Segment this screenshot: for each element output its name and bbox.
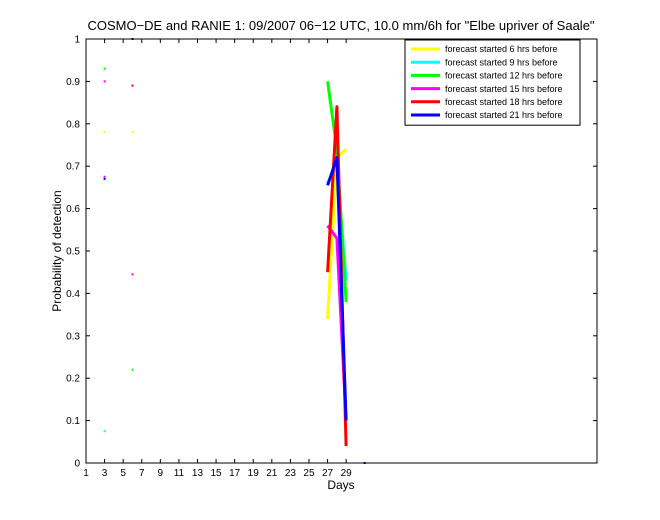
data-layer	[103, 38, 366, 464]
series-point-1-2	[131, 131, 134, 134]
series-point-4-2	[103, 175, 106, 178]
y-tick-label: 0.7	[66, 162, 80, 173]
x-tick-label: 27	[322, 468, 334, 479]
y-tick-label: 0	[74, 459, 80, 470]
series-line-6	[326, 156, 348, 421]
x-tick-label: 1	[83, 468, 89, 479]
y-tick-label: 0.6	[66, 204, 80, 215]
x-tick-label: 21	[266, 468, 278, 479]
x-tick-label: 13	[192, 468, 204, 479]
y-tick-label: 0.3	[66, 331, 80, 342]
y-tick-label: 0.2	[66, 374, 80, 385]
series-point-3-1	[103, 67, 106, 70]
x-tick-label: 11	[174, 468, 185, 479]
series-point-5-1	[131, 84, 134, 87]
y-tick-label: 0.4	[66, 289, 80, 300]
x-tick-label: 29	[341, 468, 353, 479]
legend-entry-5: forecast started 18 hrs before	[445, 97, 563, 107]
legend-entry-3: forecast started 12 hrs before	[445, 71, 563, 81]
x-tick-label: 17	[229, 468, 241, 479]
legend: forecast started 6 hrs before forecast st…	[404, 39, 581, 126]
chart-title: COSMO−DE and RANIE 1: 09/2007 06−12 UTC,…	[87, 18, 594, 33]
x-tick-label: 7	[139, 468, 145, 479]
axes-layer: 1 3 5 7 9 11 13 15 17 19 21 23 25 27 2900.10.20.30.40.…	[66, 35, 598, 479]
legend-box	[404, 39, 581, 126]
x-tick-label: 5	[120, 468, 126, 479]
y-tick-label: 0.8	[66, 119, 80, 130]
x-axis-label: Days	[327, 478, 354, 492]
y-tick-label: 0.5	[66, 247, 80, 258]
x-tick-label: 25	[303, 468, 315, 479]
x-tick-label: 15	[211, 468, 223, 479]
x-tick-label: 9	[158, 468, 164, 479]
y-tick-label: 0.1	[66, 416, 80, 427]
x-tick-label: 3	[102, 468, 108, 479]
x-tick-label: 23	[285, 468, 297, 479]
y-axis-label: Probability of detection	[50, 190, 64, 311]
series-point-3-2	[131, 368, 134, 371]
legend-entry-6: forecast started 21 hrs before	[445, 110, 563, 120]
x-tick-label: 19	[248, 468, 260, 479]
y-tick-label: 0.9	[66, 77, 80, 88]
legend-entry-4: forecast started 15 hrs before	[445, 84, 563, 94]
legend-entry-2: forecast started 9 hrs before	[445, 57, 558, 67]
series-point-4-3	[131, 273, 134, 276]
y-tick-label: 1	[74, 35, 80, 46]
series-point-2-1	[103, 430, 106, 433]
legend-entry-1: forecast started 6 hrs before	[445, 44, 558, 54]
series-point-6-1	[103, 177, 106, 180]
series-point-1-1	[103, 131, 106, 134]
series-point-4-1	[103, 80, 106, 83]
